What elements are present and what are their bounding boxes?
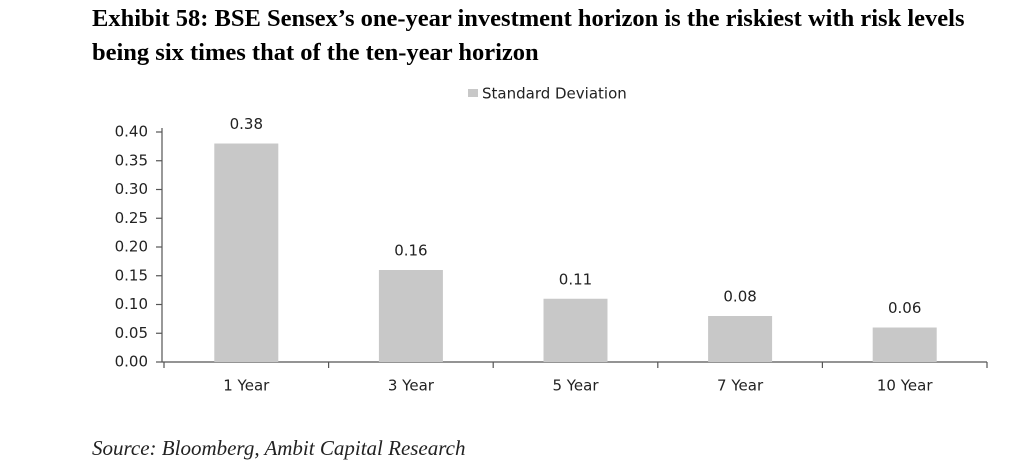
data-label: 0.11 — [559, 270, 592, 288]
bar — [214, 143, 279, 362]
source-note: Source: Bloomberg, Ambit Capital Researc… — [92, 436, 466, 460]
y-tick-label: 0.10 — [115, 295, 148, 313]
chart-title: Exhibit 58: BSE Sensex’s one-year invest… — [92, 5, 965, 66]
x-tick-label: 10 Year — [877, 377, 933, 395]
y-tick-label: 0.00 — [115, 353, 148, 371]
x-tick-label: 5 Year — [552, 377, 599, 395]
data-label: 0.38 — [230, 115, 263, 133]
legend-label: Standard Deviation — [482, 85, 627, 103]
x-tick-label: 3 Year — [388, 377, 435, 395]
y-tick-label: 0.15 — [115, 266, 148, 284]
x-tick-label: 1 Year — [223, 377, 270, 395]
bar — [872, 327, 937, 362]
y-tick-label: 0.05 — [115, 324, 148, 342]
y-tick-label: 0.35 — [115, 151, 148, 169]
bar — [543, 298, 608, 362]
x-tick-label: 7 Year — [717, 377, 764, 395]
legend-swatch — [468, 89, 478, 97]
y-tick-label: 0.40 — [115, 123, 148, 141]
data-label: 0.16 — [394, 242, 427, 260]
y-tick-label: 0.25 — [115, 209, 148, 227]
data-label: 0.06 — [888, 299, 921, 317]
bar — [708, 316, 773, 362]
y-tick-label: 0.20 — [115, 238, 148, 256]
bar — [378, 270, 443, 362]
y-tick-label: 0.30 — [115, 180, 148, 198]
data-label: 0.08 — [723, 288, 756, 306]
